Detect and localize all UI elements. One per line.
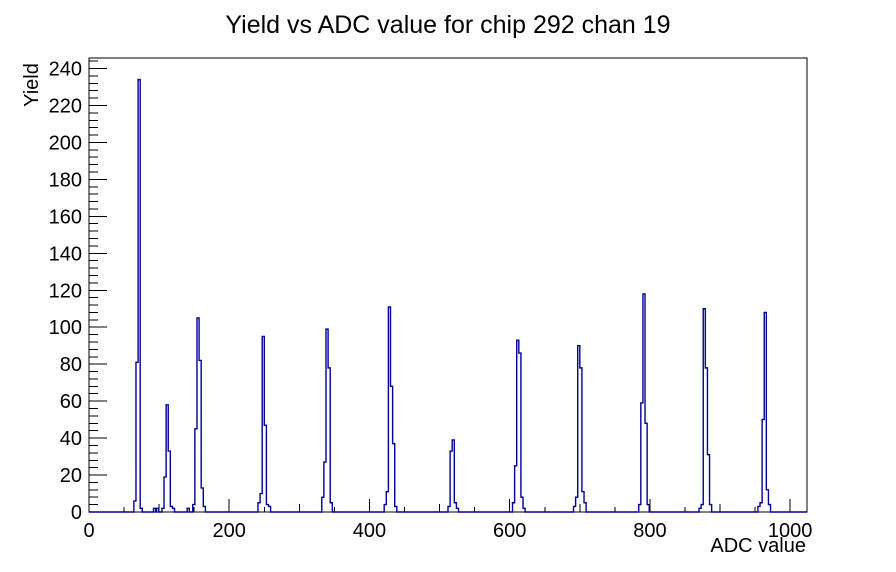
y-tick-label: 200 [49,132,82,154]
plot-title: Yield vs ADC value for chip 292 chan 19 [225,11,670,39]
y-tick-label: 220 [49,95,82,117]
histogram-line [89,78,807,513]
y-tick-label: 0 [71,502,82,524]
y-tick-label: 20 [60,465,82,487]
x-tick-label: 600 [493,520,526,542]
axis-ticks [88,60,791,513]
axis-tick-labels: 0 200 400 600 800 1000 0 20 40 60 80 100 120 140 160 18… [49,59,813,542]
plot-frame [88,57,808,513]
x-axis-title: ADC value [710,535,806,557]
x-tick-label: 400 [353,520,386,542]
x-tick-label: 0 [83,520,94,542]
histogram-path [89,78,807,513]
y-tick-label: 80 [60,354,82,376]
x-tick-label: 200 [213,520,246,542]
x-tick-label: 1000 [768,520,813,542]
y-tick-label: 60 [60,391,82,413]
y-axis-title: Yield [21,63,43,107]
y-tick-label: 240 [49,59,82,81]
x-tick-label: 800 [633,520,666,542]
y-tick-label: 160 [49,206,82,228]
y-tick-label: 140 [49,243,82,265]
y-tick-label: 100 [49,317,82,339]
frame-rect [88,57,808,513]
y-tick-label: 40 [60,428,82,450]
y-tick-label: 120 [49,280,82,302]
y-tick-label: 180 [49,169,82,191]
